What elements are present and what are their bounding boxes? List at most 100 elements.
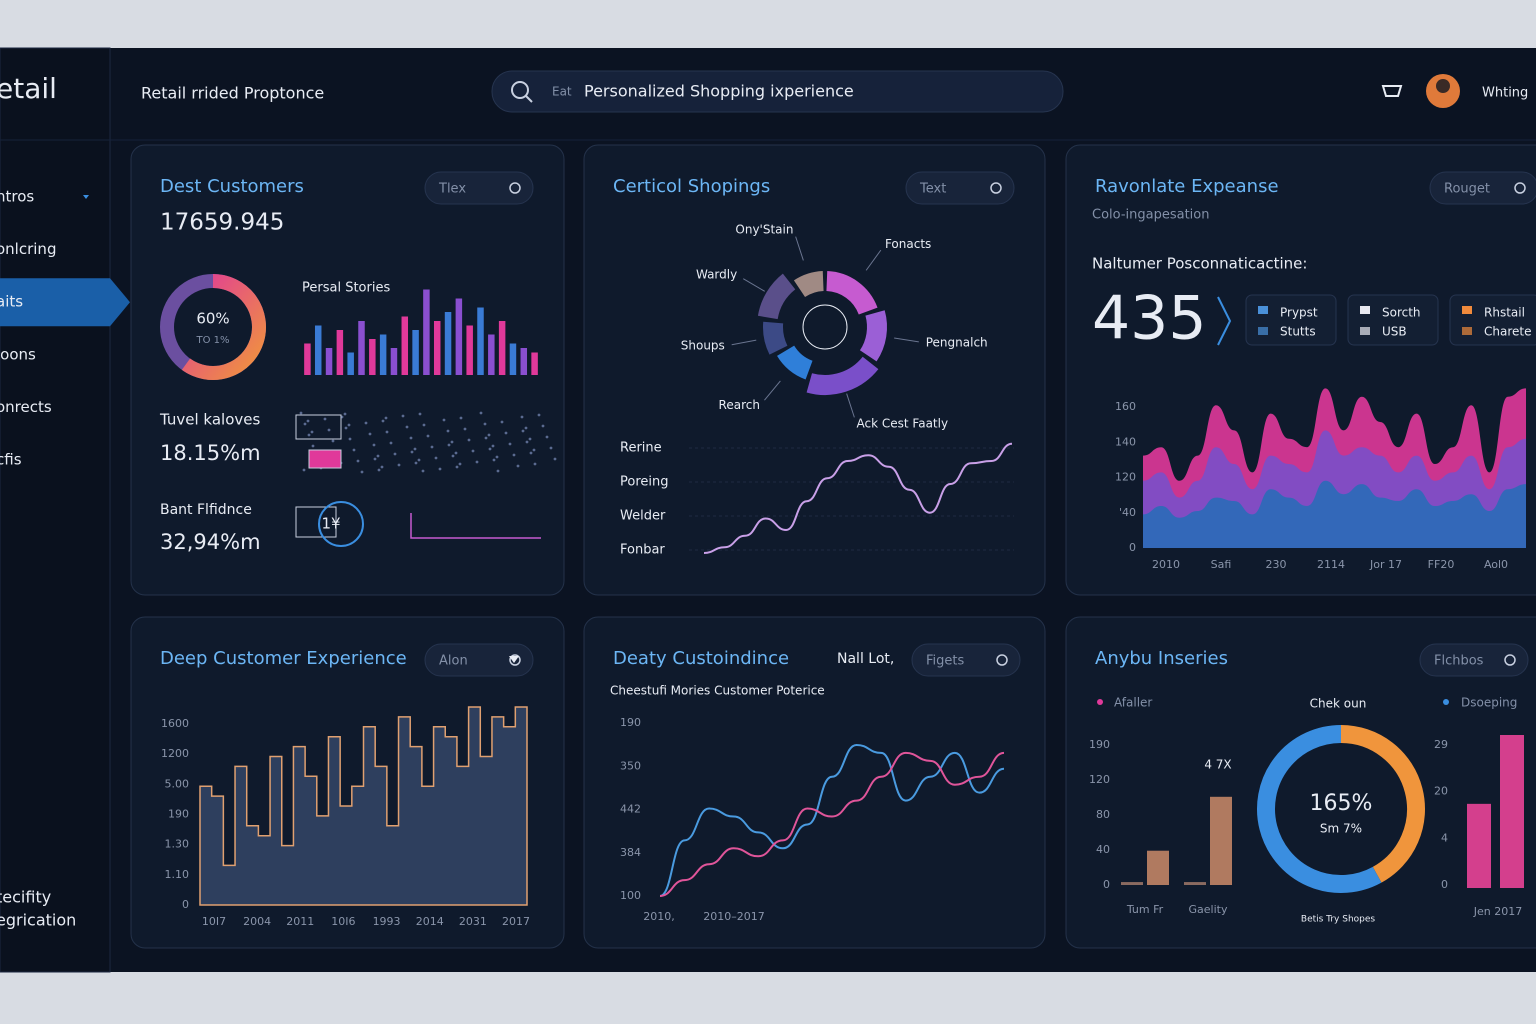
chip-swatch	[1258, 306, 1268, 314]
nav-item[interactable]: onlcring	[0, 240, 56, 258]
scatter-dot	[521, 429, 525, 433]
bar	[314, 325, 322, 375]
x-tick-label: 10I7	[202, 915, 226, 928]
chip-swatch	[1258, 327, 1268, 335]
scatter-dot	[384, 416, 388, 420]
card	[583, 616, 1046, 949]
pie-core	[802, 304, 848, 350]
scatter-dot	[496, 469, 500, 473]
nav-item[interactable]: aits	[0, 293, 23, 311]
pie-label: Wardly	[696, 268, 737, 282]
scatter-dot	[447, 443, 451, 447]
card-button[interactable]	[905, 171, 1015, 205]
card-button-label: Rouget	[1444, 182, 1490, 197]
pie-label: Shoups	[681, 339, 725, 353]
card-button[interactable]	[1419, 643, 1529, 677]
x-tick-label: 2010,	[643, 910, 675, 923]
scatter-dot	[413, 447, 417, 451]
donut-sub: TO 1%	[195, 335, 229, 346]
card-button[interactable]	[1429, 171, 1536, 205]
card-button-label: Flchbos	[1434, 654, 1484, 669]
button-icon	[990, 182, 1002, 194]
scatter-dot	[344, 426, 348, 430]
scatter-dot	[405, 425, 409, 429]
y-tick-label: 120	[1089, 773, 1110, 786]
pie-leader	[846, 393, 855, 418]
bar	[390, 348, 398, 375]
nav-item[interactable]: cfis	[0, 451, 22, 469]
kpi-label: Naltumer Posconnaticactine:	[1092, 255, 1307, 273]
search-text: Personalized Shopping ixperience	[584, 82, 854, 101]
x-tick-label: 10I6	[331, 915, 355, 928]
y-tick-label: 1200	[161, 747, 189, 760]
kpi-value: 435	[1092, 284, 1207, 354]
scatter-dot	[409, 436, 413, 440]
nav-item[interactable]: loons	[0, 345, 36, 363]
card	[1065, 616, 1536, 949]
x-tick-label: 2004	[243, 915, 271, 928]
scatter-dot	[533, 462, 537, 466]
x-tick-label: 2031	[459, 915, 487, 928]
pie-label: Ack Cest Faatly	[857, 417, 949, 431]
y-tick-label: 140	[1115, 435, 1136, 448]
scatter-dot	[471, 449, 475, 453]
scatter-dot	[364, 421, 368, 425]
cart-icon[interactable]	[1381, 85, 1403, 97]
button-icon	[1504, 654, 1516, 666]
y-tick-label: 442	[620, 803, 641, 816]
scatter-dot	[380, 465, 384, 469]
card-title: Deaty Custoindince	[613, 648, 789, 669]
y-tick-label: 80	[1096, 808, 1110, 821]
bar	[488, 334, 495, 375]
card-button-label: Text	[919, 182, 946, 197]
thumb	[295, 414, 342, 440]
scatter-dot	[434, 456, 438, 460]
card-button[interactable]	[424, 171, 534, 205]
pie-leader	[742, 278, 766, 292]
thumb	[308, 449, 342, 469]
chip-sub: Charete	[1484, 325, 1531, 339]
nav-item[interactable]: ntros	[0, 188, 34, 206]
y-tick-label: 5.00	[165, 777, 190, 790]
y-tick-label: 0	[182, 898, 189, 911]
search-icon	[525, 95, 533, 103]
scatter-dot	[347, 423, 351, 427]
card-button[interactable]	[424, 643, 534, 677]
avatar	[1436, 79, 1450, 93]
user-name[interactable]: Whting	[1482, 86, 1528, 101]
step-area	[199, 706, 528, 906]
scatter-dot	[524, 426, 528, 430]
bar	[325, 348, 333, 375]
badge-label: 1¥	[321, 515, 340, 533]
bar	[1210, 796, 1232, 885]
y-tick-label: 0	[1103, 878, 1110, 891]
metric-label: Bant Flfidnce	[160, 502, 252, 518]
scatter-dot	[484, 436, 488, 440]
button-icon	[1514, 182, 1526, 194]
nav-item[interactable]: onrects	[0, 398, 52, 416]
y-tick-label: 40	[1096, 843, 1110, 856]
scatter-dot	[545, 435, 549, 439]
search-bar[interactable]	[491, 70, 1064, 113]
bar	[379, 334, 387, 375]
x-tick-label: 2010	[1152, 558, 1180, 571]
card-button-label: Tlex	[438, 182, 466, 197]
scatter-dot	[483, 422, 487, 426]
bar	[336, 330, 344, 375]
scatter-dot	[467, 438, 471, 442]
chip[interactable]	[1347, 294, 1439, 346]
dropdown-caret	[509, 656, 519, 663]
card-subtitle: Cheestufi Mories Customer Poterice	[610, 684, 825, 698]
bar-note: 4 7X	[1204, 758, 1231, 772]
chip[interactable]	[1245, 294, 1337, 346]
bar	[423, 289, 430, 375]
donut-segment	[1257, 725, 1382, 893]
scatter-dot	[414, 461, 418, 465]
card-button[interactable]	[911, 643, 1021, 677]
scatter-dot	[401, 414, 405, 418]
scatter-dot	[454, 451, 458, 455]
card-title: Deep Customer Experience	[160, 648, 407, 669]
x-tick-label: Aol0	[1484, 558, 1508, 571]
scatter-dot	[479, 411, 483, 415]
scatter-dot	[459, 416, 463, 420]
